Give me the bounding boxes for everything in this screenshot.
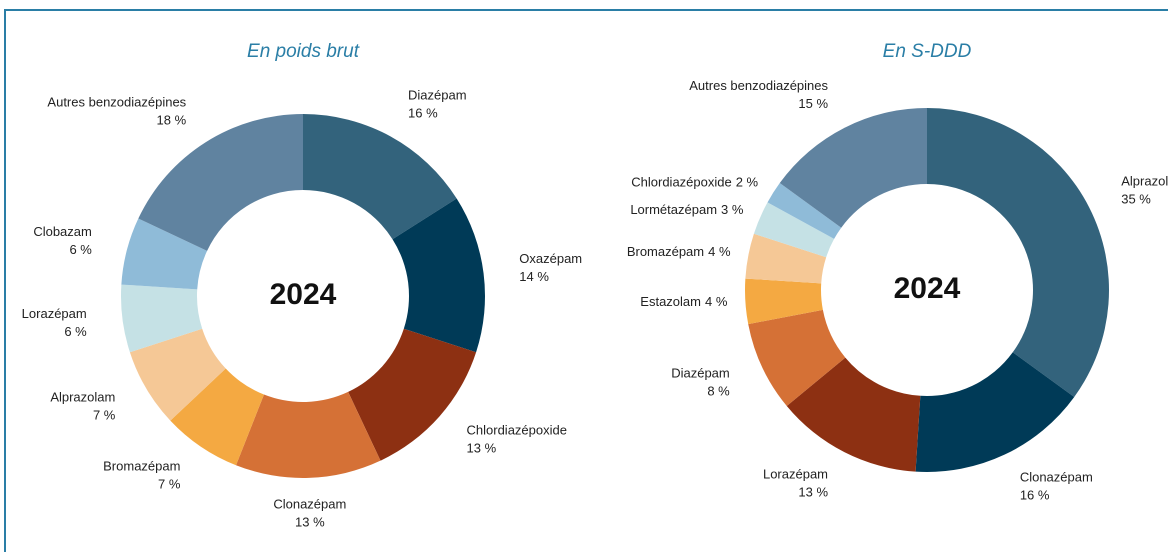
- slice-value-label: 6 %: [64, 324, 87, 339]
- slice-label: Diazépam: [408, 87, 467, 102]
- slice-value-label: 13 %: [295, 514, 325, 529]
- center-label: 2024: [894, 272, 961, 305]
- donut-slice: [348, 328, 477, 461]
- donut-slice: [303, 114, 457, 240]
- donut-slice: [745, 233, 827, 284]
- slice-value-label: 2 %: [736, 174, 759, 189]
- center-label: 2024: [270, 278, 337, 311]
- donut-slice: [121, 284, 203, 353]
- donut-slice: [915, 352, 1075, 472]
- slice-value-label: 6 %: [69, 242, 92, 257]
- slice-label: Chlordiazépoxide: [631, 174, 731, 189]
- slice-value-label: 4 %: [705, 294, 728, 309]
- slice-label: Lorazépam: [22, 306, 87, 321]
- slice-label: Bromazépam: [103, 459, 180, 474]
- slice-value-label: 7 %: [93, 407, 116, 422]
- slice-value-label: 16 %: [408, 105, 438, 120]
- slice-label: Alprazolam: [50, 389, 115, 404]
- donut-slice: [748, 309, 846, 407]
- donut-slice: [927, 108, 1109, 397]
- donut-slice: [170, 368, 264, 466]
- slice-value-label: 35 %: [1121, 191, 1151, 206]
- slice-value-label: 13 %: [798, 485, 828, 500]
- slice-label: Alprazolam: [1121, 173, 1168, 188]
- slice-label: Clonazépam: [1020, 470, 1093, 485]
- slice-value-label: 15 %: [798, 96, 828, 111]
- slice-label: Bromazépam: [627, 244, 704, 259]
- slice-label: Diazépam: [671, 365, 730, 380]
- slice-value-label: 3 %: [721, 202, 744, 217]
- slice-value-label: 18 %: [157, 112, 187, 127]
- slice-label: Clobazam: [33, 224, 92, 239]
- slice-label: Lorazépam: [763, 467, 828, 482]
- donut-slice: [129, 328, 226, 421]
- slice-label: Autres benzodiazépines: [689, 78, 828, 93]
- slice-label: Lormétazépam: [630, 202, 717, 217]
- donut-slice: [753, 202, 835, 258]
- slice-value-label: 13 %: [467, 441, 497, 456]
- chart-title: En poids brut: [247, 41, 360, 62]
- slice-value-label: 7 %: [158, 477, 181, 492]
- slice-label: Clonazépam: [273, 496, 346, 511]
- slice-value-label: 14 %: [519, 269, 549, 284]
- donut-slice: [236, 391, 381, 478]
- slice-label: Autres benzodiazépines: [47, 94, 186, 109]
- slice-value-label: 8 %: [707, 383, 730, 398]
- donut-slice: [745, 278, 823, 325]
- slice-label: Estazolam: [640, 294, 701, 309]
- donut-slice: [138, 113, 303, 251]
- donut-slice: [392, 198, 485, 353]
- donut-slice: [767, 183, 842, 239]
- slice-value-label: 16 %: [1020, 488, 1050, 503]
- slice-value-label: 4 %: [708, 244, 731, 259]
- chart-title: En S-DDD: [883, 41, 972, 62]
- slice-label: Oxazépam: [519, 251, 582, 266]
- donut-slice: [121, 218, 208, 290]
- donut-slice: [779, 108, 927, 228]
- slice-label: Chlordiazépoxide: [467, 423, 567, 438]
- donut-slice: [786, 357, 921, 472]
